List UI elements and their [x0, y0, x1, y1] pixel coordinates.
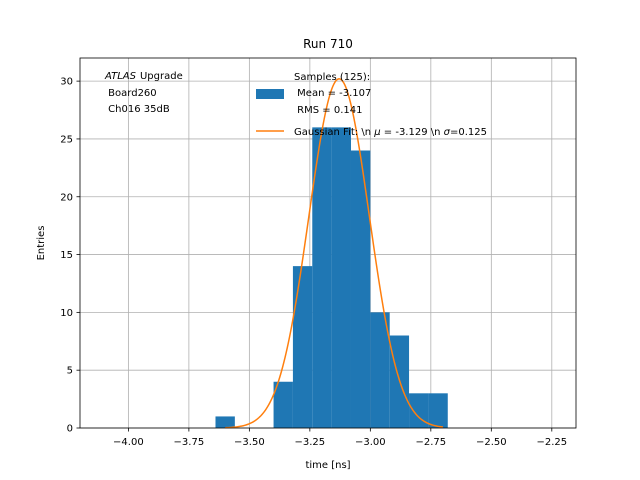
fit-curve-group	[225, 78, 444, 429]
x-tick-label: −2.50	[476, 437, 507, 448]
legend-histogram-line-2: Mean = -3.107	[294, 88, 371, 99]
gaussian-fit-curve	[225, 78, 444, 429]
x-tick-label: −3.25	[295, 437, 326, 448]
legend-fit-mu: μ	[373, 127, 380, 138]
histogram-bar	[312, 127, 332, 428]
axes-frame	[79, 57, 577, 429]
y-tick-label: 10	[60, 308, 73, 319]
legend-histogram-line-1: Samples (125):	[294, 72, 370, 83]
y-axis-label: Entries	[36, 226, 47, 261]
histogram-bar	[350, 150, 371, 428]
x-tick-label: −4.00	[113, 437, 144, 448]
histogram-bar	[215, 416, 235, 428]
histogram-bar	[292, 266, 313, 428]
x-tick-label: −2.25	[536, 437, 567, 448]
histogram-bars	[215, 127, 448, 428]
atlas-annotation: ATLAS Upgrade Board260 Ch016 35dB	[104, 71, 183, 115]
legend-histogram-line-3: RMS = 0.141	[294, 105, 362, 116]
legend: Samples (125): Mean = -3.107 RMS = 0.141…	[256, 72, 487, 138]
legend-fit-suffix: =0.125	[450, 127, 487, 138]
x-tick-label: −3.50	[234, 437, 265, 448]
histogram-bar	[273, 381, 293, 428]
legend-fit-prefix: Gaussian Fit: \n	[294, 127, 374, 138]
histogram-bar	[370, 312, 390, 428]
annotation-italic-prefix: ATLAS	[104, 71, 137, 82]
annotation-line-1-text: Upgrade	[140, 71, 183, 82]
y-tick-label: 0	[67, 424, 73, 435]
y-tick-label: 20	[60, 192, 73, 203]
y-axis-ticks: 0 5 10 15 20 25 30	[60, 77, 80, 435]
x-tick-label: −3.75	[174, 437, 205, 448]
legend-fit-label: Gaussian Fit: \n μ = -3.129 \n σ=0.125	[294, 127, 487, 138]
x-axis-label: time [ns]	[305, 460, 350, 471]
histogram-bar	[331, 127, 351, 428]
chart-title: Run 710	[303, 37, 353, 51]
legend-fit-mid: = -3.129 \n	[381, 127, 444, 138]
legend-fit-sigma: σ	[444, 127, 451, 138]
histogram-bar	[428, 393, 448, 428]
y-tick-label: 25	[60, 134, 73, 145]
histogram-bar	[409, 393, 429, 428]
y-tick-label: 15	[60, 250, 73, 261]
legend-histogram-swatch	[256, 89, 284, 99]
y-tick-label: 30	[60, 77, 73, 88]
annotation-line-1: ATLAS Upgrade	[104, 71, 183, 82]
x-axis-ticks: −4.00 −3.75 −3.50 −3.25 −3.00 −2.75 −2.50 −2.25	[113, 428, 567, 448]
annotation-line-3: Ch016 35dB	[105, 104, 170, 115]
x-tick-label: −3.00	[355, 437, 386, 448]
annotation-line-2: Board260	[105, 88, 157, 99]
x-tick-label: −2.75	[416, 437, 447, 448]
y-tick-label: 5	[67, 366, 73, 377]
